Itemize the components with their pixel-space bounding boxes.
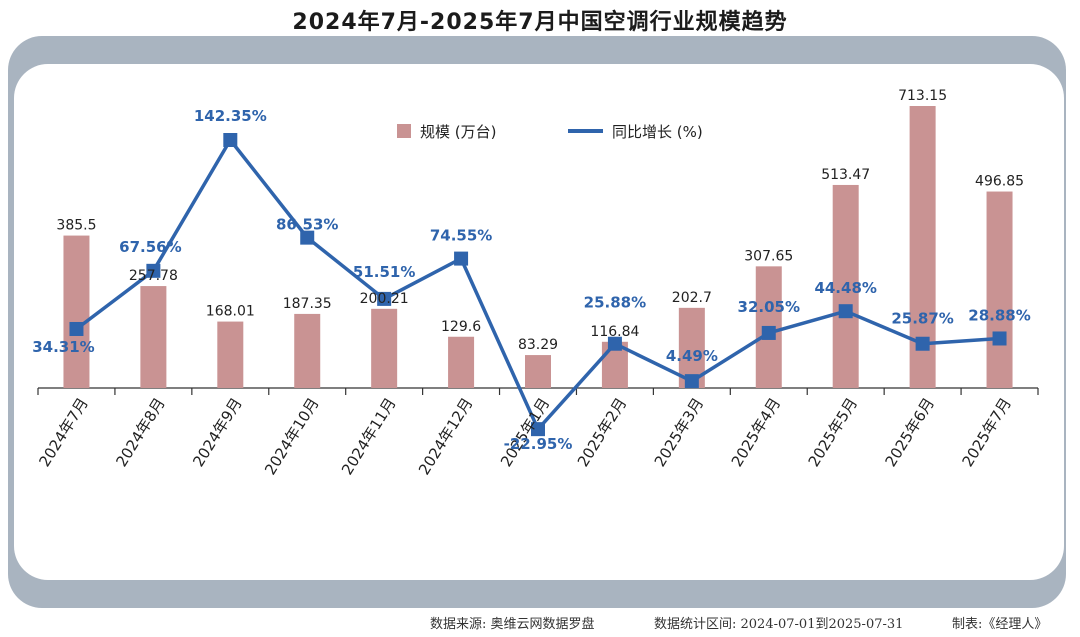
growth-point [377,291,392,306]
growth-value-label: 34.31% [32,338,94,356]
x-tick-label: 2025年4月 [728,395,784,470]
x-tick-label: 2024年12月 [415,395,477,479]
x-tick-label: 2025年6月 [882,395,938,470]
x-tick-label: 2024年11月 [338,395,400,479]
bar-value-label: 257.78 [129,268,178,284]
bar-value-label: 307.65 [744,248,793,264]
growth-point [300,230,315,245]
growth-point [146,263,161,278]
footer-made-by: 制表:《经理人》 [952,617,1048,632]
legend-swatch-bar [397,124,411,138]
bar-value-label: 83.29 [518,337,558,353]
bar-value-label: 129.6 [441,319,481,335]
growth-point [223,133,238,147]
growth-value-label: 74.55% [430,227,492,245]
footer-source: 数据来源: 奥维云网数据罗盘 [430,617,595,632]
x-tick-label: 2025年5月 [805,395,861,470]
growth-point [607,336,622,351]
bar-value-label: 168.01 [206,304,255,320]
growth-point [992,331,1007,346]
footer-period: 数据统计区间: 2024-07-01到2025-07-31 [654,617,904,632]
growth-point [531,422,545,437]
growth-value-label: -22.95% [504,435,573,453]
growth-value-label: 25.87% [891,310,953,328]
growth-value-label: 86.53% [276,216,338,234]
bar [448,336,475,388]
x-tick-label: 2024年7月 [35,395,91,470]
bar-value-label: 513.47 [821,167,870,183]
growth-value-label: 51.51% [353,263,415,281]
growth-point [915,336,930,351]
growth-point [761,325,776,340]
growth-point [838,304,853,319]
growth-value-label: 44.48% [814,279,876,297]
x-tick-label: 2025年2月 [574,395,630,470]
bar [525,355,551,388]
bar [63,235,90,388]
bar-value-label: 202.7 [672,290,712,306]
x-tick-label: 2025年7月 [958,395,1014,470]
growth-value-label: 4.49% [666,347,718,365]
bar [217,321,244,388]
growth-point [69,321,84,336]
bar [986,191,1013,388]
bar-value-label: 187.35 [283,296,332,312]
bar [371,308,398,388]
legend-label-line: 同比增长 (%) [612,123,703,141]
bar [832,184,859,388]
bar [140,286,167,388]
x-tick-label: 2025年3月 [651,395,707,470]
chart-card [14,64,1064,580]
legend: 规模 (万台) 同比增长 (%) [397,123,703,141]
bar-value-label: 385.5 [56,218,96,234]
bar-value-label: 713.15 [898,88,947,104]
bar-value-label: 116.84 [590,324,639,340]
growth-value-label: 28.88% [968,306,1030,324]
growth-value-label: 32.05% [738,298,800,316]
x-tick-label: 2024年9月 [189,395,245,470]
bar-value-label: 496.85 [975,174,1024,190]
bar [294,313,321,388]
legend-label-bar: 规模 (万台) [420,123,496,141]
growth-point [454,251,469,266]
chart-title: 2024年7月-2025年7月中国空调行业规模趋势 [292,10,788,35]
x-tick-label: 2024年8月 [112,395,168,470]
growth-value-label: 67.56% [119,238,181,256]
growth-value-label: 25.88% [584,294,646,312]
bar-value-label: 200.21 [360,291,409,307]
x-tick-label: 2024年10月 [261,395,323,479]
growth-point [684,374,699,389]
growth-value-label: 142.35% [194,107,267,125]
